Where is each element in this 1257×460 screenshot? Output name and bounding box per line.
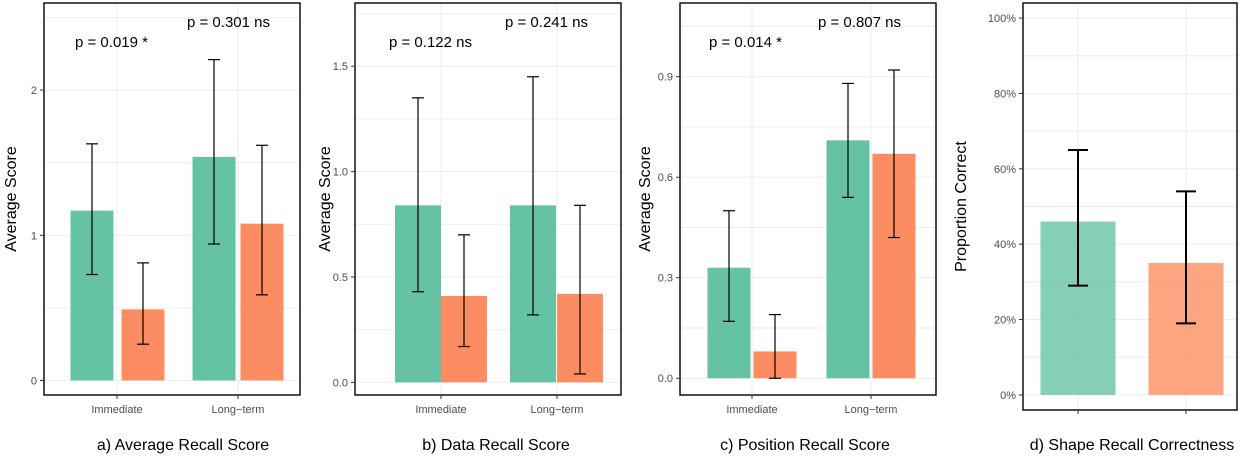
p-value-annotation: p = 0.122 ns [389, 34, 472, 51]
y-axis-title: Average Score [637, 146, 654, 252]
panel-caption: c) Position Recall Score [720, 437, 890, 454]
p-value-annotation: p = 0.301 ns [187, 14, 270, 31]
p-value-annotation: p = 0.019 * [75, 34, 148, 51]
panel-frame [43, 2, 301, 396]
y-tick-label: 0.0 [658, 373, 673, 385]
panel-caption: a) Average Recall Score [97, 437, 269, 454]
y-tick-label: 1.5 [333, 61, 348, 73]
y-tick-label: 100% [988, 13, 1016, 25]
y-tick-label: 20% [994, 315, 1016, 327]
y-tick-label: 0% [1000, 390, 1016, 402]
panel-frame [1022, 2, 1238, 411]
y-tick-label: 2 [31, 85, 37, 97]
p-value-annotation: p = 0.807 ns [818, 14, 901, 31]
y-tick-label: 0.9 [658, 72, 673, 84]
y-tick-label: 0.3 [658, 273, 673, 285]
panel-frame [354, 2, 622, 396]
p-value-annotation: p = 0.241 ns [505, 14, 588, 31]
y-axis-title: Proportion Correct [953, 141, 970, 272]
y-tick-label: 1 [31, 230, 37, 242]
y-tick-label: 0.6 [658, 172, 673, 184]
x-tick-label: Immediate [726, 404, 777, 416]
y-tick-label: 60% [994, 164, 1016, 176]
y-tick-label: 1.0 [333, 167, 348, 179]
x-tick-label: Long−term [845, 404, 898, 416]
y-axis-title: Average Score [317, 146, 334, 252]
x-tick-label: Long−term [531, 404, 584, 416]
y-tick-label: 40% [994, 239, 1016, 251]
y-axis-title: Average Score [3, 146, 20, 252]
x-tick-label: Long−term [212, 404, 265, 416]
y-tick-label: 80% [994, 88, 1016, 100]
panel-caption: b) Data Recall Score [422, 437, 570, 454]
y-tick-label: 0.5 [333, 272, 348, 284]
p-value-annotation: p = 0.014 * [709, 34, 782, 51]
y-tick-label: 0.0 [333, 377, 348, 389]
x-tick-label: Immediate [91, 404, 142, 416]
x-tick-label: Immediate [415, 404, 466, 416]
panel-caption: d) Shape Recall Correctness [1030, 437, 1235, 454]
panel-frame [679, 2, 937, 396]
y-tick-label: 0 [31, 375, 37, 387]
